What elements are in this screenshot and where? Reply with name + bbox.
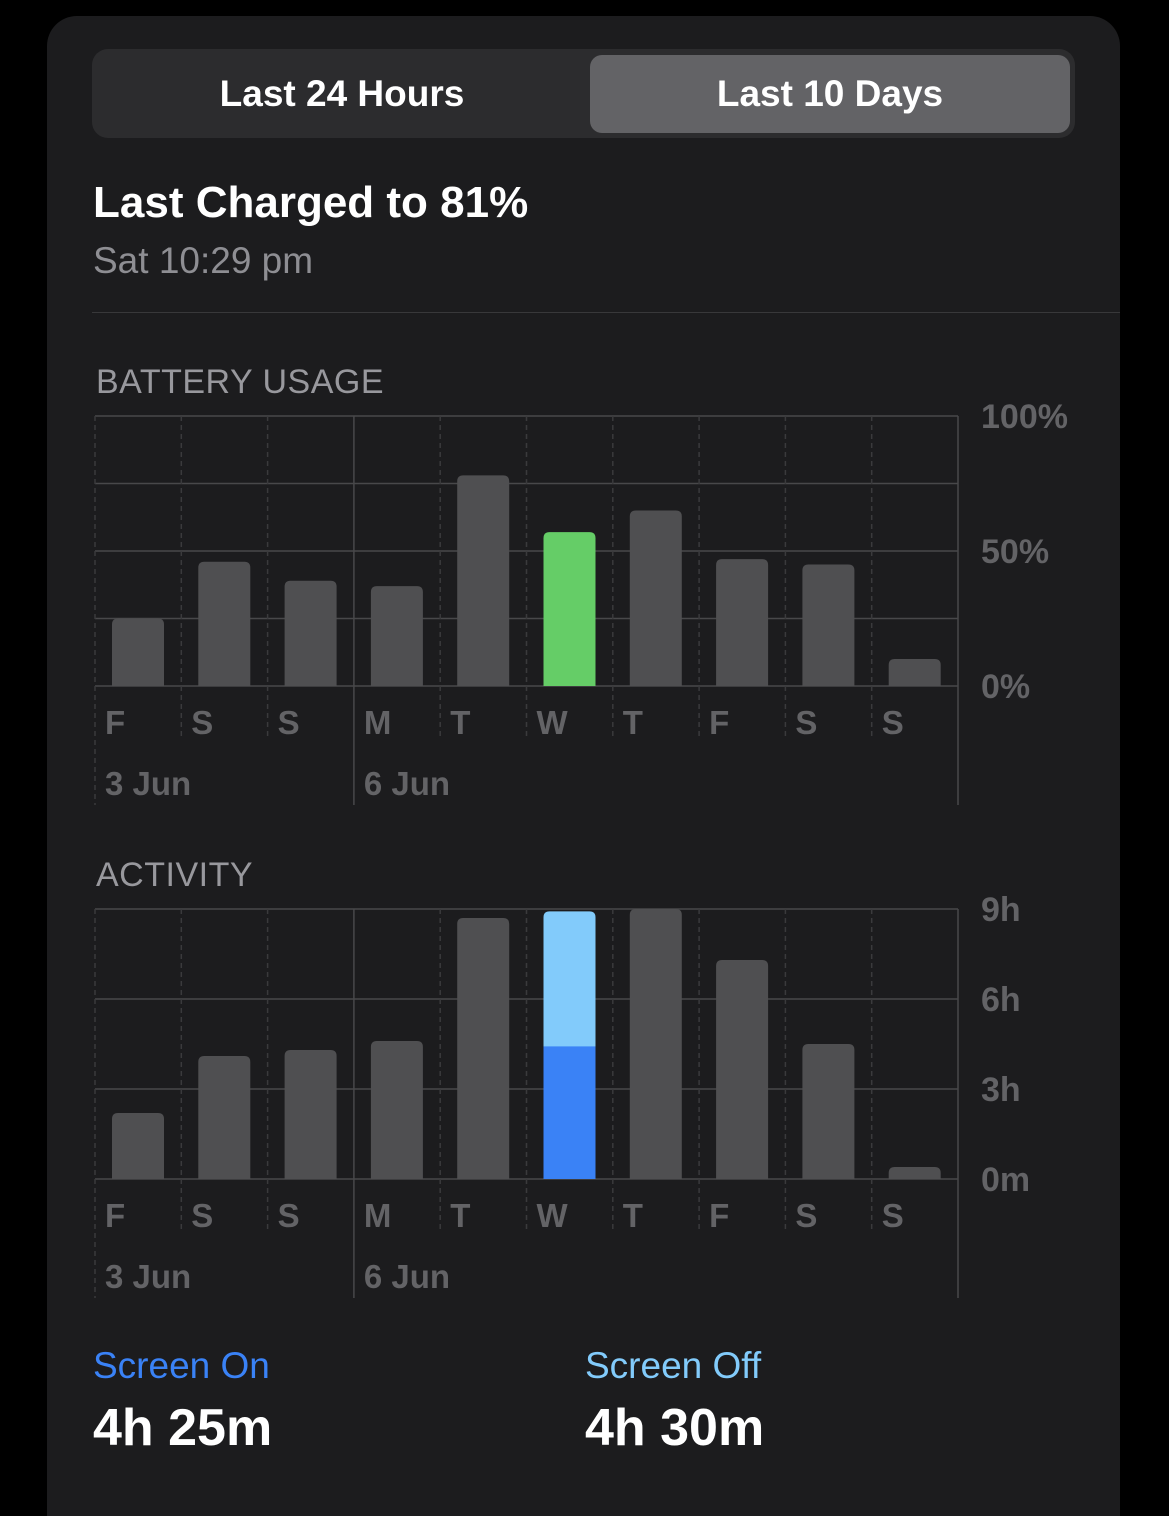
screen-off-value: 4h 30m	[585, 1399, 765, 1457]
divider	[92, 312, 1120, 313]
day-label: S	[795, 1197, 817, 1234]
day-label: M	[364, 1197, 392, 1234]
day-label: T	[623, 704, 643, 741]
date-label: 3 Jun	[105, 1258, 191, 1295]
bar	[802, 564, 855, 686]
date-label: 6 Jun	[364, 765, 450, 802]
battery-card	[47, 16, 1120, 1516]
bar	[198, 1056, 251, 1179]
last-charged-time: Sat 10:29 pm	[93, 240, 314, 281]
bar	[112, 618, 164, 686]
day-label: S	[278, 1197, 300, 1234]
bar-screen-off	[543, 911, 596, 1053]
last-charged-title: Last Charged to 81%	[93, 178, 529, 227]
bar	[457, 475, 510, 686]
bar	[888, 1167, 941, 1179]
bar	[888, 659, 941, 686]
bar	[112, 1113, 164, 1179]
date-label: 6 Jun	[364, 1258, 450, 1295]
bar-highlight	[543, 532, 596, 686]
day-label: S	[278, 704, 300, 741]
screen-on-value: 4h 25m	[93, 1399, 273, 1457]
activity-heading: ACTIVITY	[96, 856, 254, 894]
bar	[198, 561, 251, 686]
bar	[370, 1041, 423, 1179]
y-tick-label: 6h	[981, 981, 1021, 1019]
bar	[716, 559, 769, 686]
day-label: T	[623, 1197, 643, 1234]
bar	[629, 510, 682, 686]
y-tick-label: 0m	[981, 1161, 1030, 1199]
day-label: F	[709, 704, 729, 741]
bar	[716, 960, 769, 1179]
y-tick-label: 50%	[981, 533, 1049, 571]
day-label: M	[364, 704, 392, 741]
day-label: W	[537, 1197, 569, 1234]
bar	[802, 1044, 855, 1179]
bar	[370, 586, 423, 686]
day-label: F	[105, 1197, 125, 1234]
date-label: 3 Jun	[105, 765, 191, 802]
tab-last-10-days[interactable]: Last 10 Days	[590, 55, 1070, 133]
day-label: W	[537, 704, 569, 741]
bar-screen-on	[543, 1046, 596, 1179]
bar	[457, 918, 510, 1179]
day-label: S	[882, 704, 904, 741]
screen-off-label: Screen Off	[585, 1345, 762, 1386]
day-label: T	[450, 1197, 470, 1234]
day-label: S	[882, 1197, 904, 1234]
day-label: S	[795, 704, 817, 741]
day-label: S	[191, 1197, 213, 1234]
screen-on-label: Screen On	[93, 1345, 270, 1386]
bar	[284, 580, 337, 686]
time-range-segmented-control: Last 24 Hours Last 10 Days	[92, 49, 1075, 138]
y-tick-label: 3h	[981, 1071, 1021, 1109]
day-label: F	[105, 704, 125, 741]
day-label: S	[191, 704, 213, 741]
y-tick-label: 9h	[981, 891, 1021, 929]
battery-usage-heading: BATTERY USAGE	[96, 363, 385, 401]
bar	[284, 1050, 337, 1179]
y-tick-label: 100%	[981, 398, 1068, 436]
bar	[629, 909, 682, 1179]
day-label: T	[450, 704, 470, 741]
y-tick-label: 0%	[981, 668, 1030, 706]
day-label: F	[709, 1197, 729, 1234]
tab-last-24-hours[interactable]: Last 24 Hours	[219, 73, 465, 114]
